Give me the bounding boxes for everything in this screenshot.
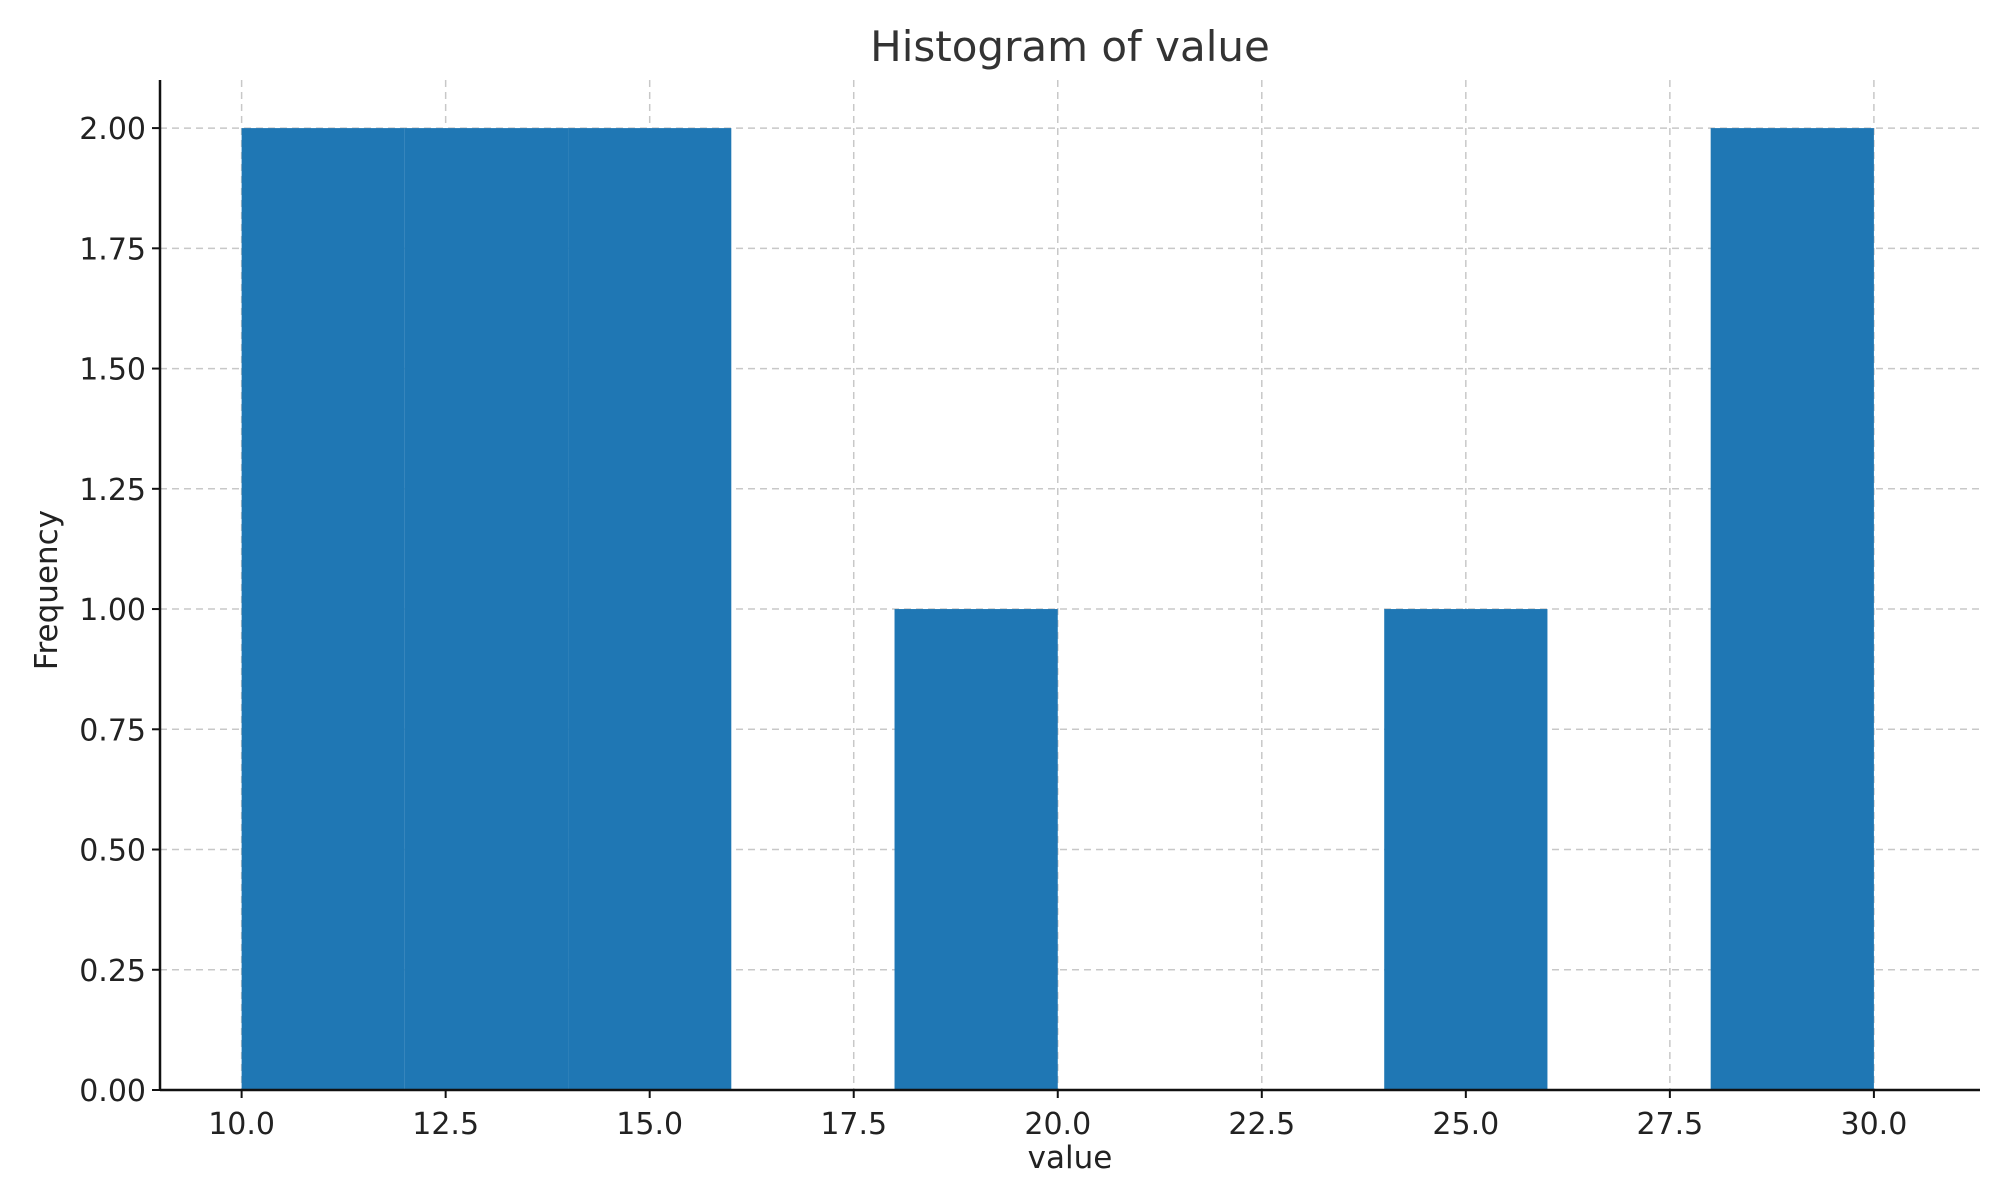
y-axis-label: Frequency [29,510,65,670]
y-tick-label: 1.50 [79,353,146,388]
bars [241,128,1874,1091]
histogram-bar [894,609,1058,1090]
histogram-bar [568,128,732,1091]
y-tick-label: 0.75 [79,713,146,748]
y-tick-label: 1.25 [79,473,146,508]
y-tick-label: 0.00 [79,1074,146,1109]
x-tick-label: 20.0 [1024,1107,1091,1142]
y-tick-label: 0.50 [79,834,146,869]
x-axis-label: value [1028,1140,1113,1176]
x-tick-label: 25.0 [1432,1107,1499,1142]
x-tick-label: 15.0 [616,1107,683,1142]
x-tick-label: 10.0 [208,1107,275,1142]
histogram-bar [1384,609,1548,1090]
histogram-bar [241,128,405,1091]
x-tick-label: 30.0 [1841,1107,1908,1142]
x-tick-label: 12.5 [412,1107,479,1142]
y-tick-label: 1.75 [79,232,146,267]
y-tick-label: 1.00 [79,593,146,628]
y-tick-label: 0.25 [79,954,146,989]
histogram-bar [404,128,569,1091]
chart-title: Histogram of value [870,22,1270,71]
x-tick-label: 17.5 [820,1107,887,1142]
y-tick-label: 2.00 [79,112,146,147]
ticks: 10.0 12.5 15.0 17.5 20.0 22.5 25.0 27.5 30.0 0.00… [79,112,1907,1142]
histogram-bar [1710,128,1874,1091]
x-tick-label: 27.5 [1636,1107,1703,1142]
x-tick-label: 22.5 [1228,1107,1295,1142]
